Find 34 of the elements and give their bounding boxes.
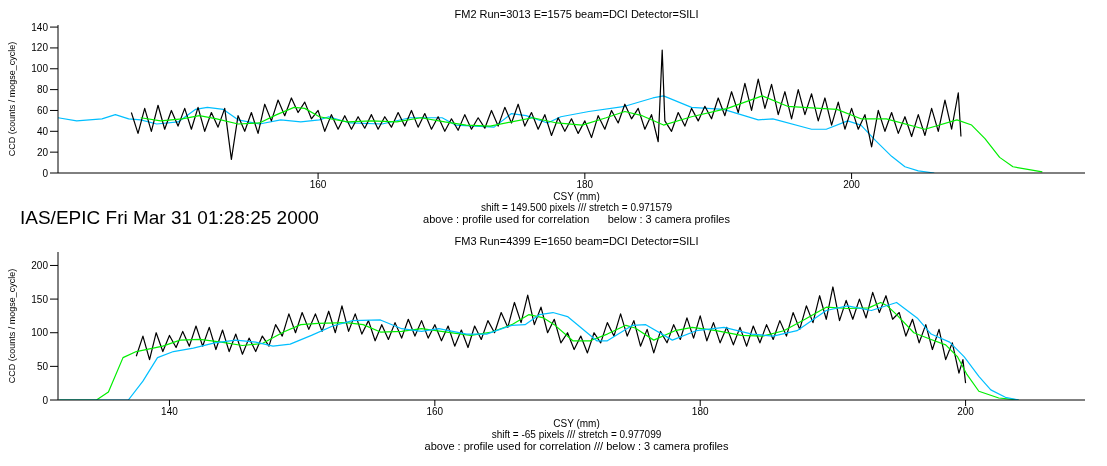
y-tick-label: 20 (36, 146, 49, 158)
text: above : profile used for correlation below : 3 camera profiles (423, 213, 730, 225)
y-tick-label: 150 (31, 293, 49, 305)
chart-title: FM3 Run=4399 E=1650 beam=DCI Detector=SILI (453, 235, 700, 248)
x-tick-label: 180 (691, 406, 709, 418)
text: above : profile used for correlation /// below : 3 camera profiles (423, 440, 730, 453)
y-tick-label: 140 (31, 21, 49, 33)
y-tick-label: 100 (31, 327, 49, 339)
y-tick-label: 60 (36, 105, 49, 117)
x-tick-label: 200 (957, 406, 975, 418)
y-tick-label: 80 (36, 84, 49, 96)
y-tick-label: 100 (31, 63, 49, 75)
x-tick-label: 180 (576, 179, 594, 191)
y-tick-label: 0 (42, 394, 49, 406)
y-tick-label: 200 (31, 260, 49, 271)
y-axis-title: CCD (counts / mogse_cycle) (7, 41, 18, 157)
x-tick-label: 140 (161, 406, 179, 418)
line-series (135, 286, 967, 384)
line-series (130, 49, 962, 161)
y-tick-label: 0 (42, 167, 49, 179)
text: shift = 149.500 pixels /// stretch = 0.971579 (480, 202, 673, 213)
line-series (140, 95, 1043, 173)
y-axis-title: CCD (counts / mogse_cycle) (7, 268, 18, 384)
y-tick-label: 50 (36, 360, 49, 372)
x-tick-label: 200 (843, 179, 861, 191)
x-axis-title: CSY (mm) (553, 418, 600, 429)
y-tick-label: 40 (36, 125, 49, 137)
x-axis-title: CSY (mm) (553, 191, 600, 202)
x-tick-label: 160 (309, 179, 327, 191)
y-tick-label: 120 (31, 42, 49, 54)
text: IAS/EPIC Fri Mar 31 01:28:25 2000 (20, 207, 319, 229)
x-tick-label: 160 (426, 406, 444, 418)
chart-title: FM2 Run=3013 E=1575 beam=DCI Detector=SILI (453, 8, 700, 21)
text: shift = -65 pixels /// stretch = 0.977099 (490, 429, 663, 440)
